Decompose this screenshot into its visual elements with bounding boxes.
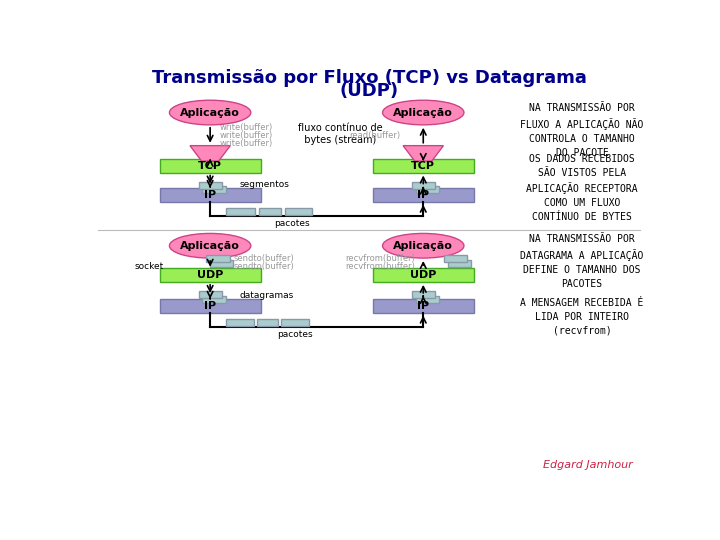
Text: Transmissão por Fluxo (TCP) vs Datagrama: Transmissão por Fluxo (TCP) vs Datagrama [152, 69, 586, 87]
Text: IP: IP [204, 301, 216, 311]
Ellipse shape [169, 100, 251, 125]
Text: IP: IP [204, 190, 216, 200]
Text: OS DADOS RECEBIDOS
SÃO VISTOS PELA
APLICAÇÃO RECEPTORA
COMO UM FLUXO
CONTÍNUO DE: OS DADOS RECEBIDOS SÃO VISTOS PELA APLIC… [526, 153, 638, 222]
Bar [160, 188, 261, 202]
Bar [412, 291, 435, 298]
Polygon shape [190, 146, 230, 161]
Bar [160, 268, 261, 282]
Bar [415, 186, 438, 193]
Text: segmentos: segmentos [240, 180, 289, 190]
Text: TCP: TCP [411, 161, 436, 171]
Ellipse shape [382, 100, 464, 125]
Text: UDP: UDP [410, 270, 436, 280]
Polygon shape [403, 146, 444, 161]
Text: IP: IP [417, 301, 429, 311]
Text: recvfrom(buffer): recvfrom(buffer) [346, 254, 415, 264]
Text: IP: IP [417, 190, 429, 200]
Bar [373, 299, 474, 313]
Text: Aplicação: Aplicação [393, 107, 453, 118]
Bar [448, 260, 472, 267]
Text: NA TRANSMISSÃO POR
DATAGRAMA A APLICAÇÃO
DEFINE O TAMANHO DOS
PACOTES: NA TRANSMISSÃO POR DATAGRAMA A APLICAÇÃO… [521, 234, 644, 288]
Text: write(buffer): write(buffer) [220, 131, 273, 140]
Bar [373, 159, 474, 173]
Text: pacotes: pacotes [274, 219, 310, 228]
Text: socket: socket [135, 262, 164, 271]
Text: (UDP): (UDP) [339, 82, 399, 100]
Text: read(buffer): read(buffer) [350, 131, 401, 140]
Bar [415, 296, 438, 303]
Text: fluxo contínuo de
  bytes (stream): fluxo contínuo de bytes (stream) [297, 123, 382, 145]
Text: A MENSAGEM RECEBIDA É
LIDA POR INTEIRO
(recvfrom): A MENSAGEM RECEBIDA É LIDA POR INTEIRO (… [521, 298, 644, 335]
Text: write(buffer): write(buffer) [220, 139, 273, 148]
Bar [373, 188, 474, 202]
Text: pacotes: pacotes [278, 330, 313, 339]
Bar [412, 182, 435, 189]
Ellipse shape [169, 233, 251, 258]
Bar [202, 296, 225, 303]
Bar [160, 159, 261, 173]
Text: sendto(buffer): sendto(buffer) [233, 262, 294, 271]
Text: write(buffer): write(buffer) [220, 124, 273, 132]
Text: TCP: TCP [198, 161, 222, 171]
Bar [199, 291, 222, 298]
Bar [202, 186, 225, 193]
Bar [258, 319, 277, 326]
Text: Aplicação: Aplicação [180, 107, 240, 118]
Text: NA TRANSMISSÃO POR
FLUXO A APLICAÇÃO NÃO
CONTROLA O TAMANHO
DO PACOTE: NA TRANSMISSÃO POR FLUXO A APLICAÇÃO NÃO… [521, 103, 644, 158]
Bar [160, 299, 261, 313]
Bar [206, 255, 230, 262]
Ellipse shape [382, 233, 464, 258]
Text: datagramas: datagramas [240, 291, 294, 300]
Bar [259, 208, 281, 215]
Bar [444, 255, 467, 262]
Text: recvfrom(buffer): recvfrom(buffer) [346, 262, 415, 271]
Bar [225, 319, 253, 326]
Text: Aplicação: Aplicação [180, 241, 240, 251]
Bar [282, 319, 310, 326]
Bar [210, 260, 233, 267]
Bar [225, 208, 255, 215]
Bar [373, 268, 474, 282]
Text: UDP: UDP [197, 270, 223, 280]
Text: Aplicação: Aplicação [393, 241, 453, 251]
Text: Edgard Jamhour: Edgard Jamhour [543, 460, 632, 470]
Bar [199, 182, 222, 189]
Bar [284, 208, 312, 215]
Text: sendto(buffer): sendto(buffer) [233, 254, 294, 264]
